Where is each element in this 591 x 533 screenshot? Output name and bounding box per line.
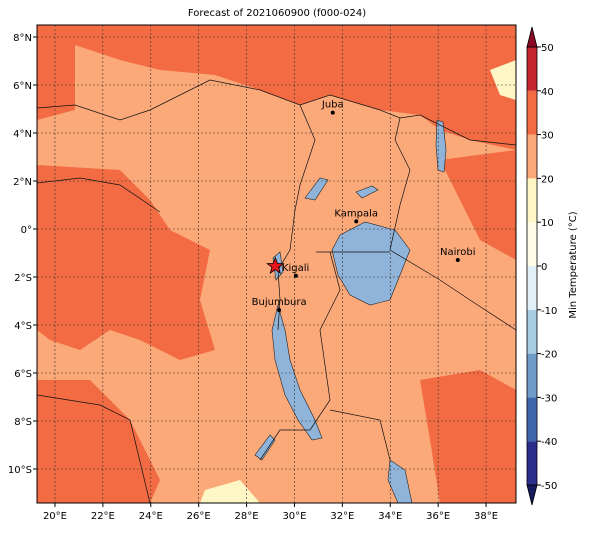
border bbox=[37, 104, 391, 503]
lon-tick-label: 38°E bbox=[474, 511, 498, 522]
city-label: Bujumbura bbox=[252, 297, 307, 308]
lon-tick-label: 26°E bbox=[187, 511, 211, 522]
colorbar-segment bbox=[527, 222, 537, 266]
lon-tick-label: 20°E bbox=[43, 511, 67, 522]
colorbar-tick-label: -50 bbox=[541, 481, 557, 492]
colorbar-tick-label: 30 bbox=[541, 131, 554, 142]
map-area bbox=[37, 25, 516, 503]
warm-region bbox=[37, 380, 160, 503]
colorbar-tick-label: 50 bbox=[541, 43, 554, 54]
map-frame bbox=[36, 24, 517, 504]
lon-tick-label: 24°E bbox=[139, 511, 163, 522]
colorbar-segment bbox=[527, 90, 537, 135]
lon-tick-label: 30°E bbox=[282, 511, 306, 522]
lake bbox=[271, 303, 323, 441]
colorbar-tick-label: 0 bbox=[541, 262, 547, 273]
colorbar-extend-over bbox=[526, 26, 538, 48]
city-label: Kampala bbox=[334, 208, 378, 219]
colorbar-segment bbox=[527, 134, 537, 179]
lat-tick-label: 0° bbox=[21, 225, 32, 236]
lake bbox=[355, 185, 379, 199]
city-label: Kigali bbox=[282, 263, 309, 274]
colorbar-tick-label: -20 bbox=[541, 350, 557, 361]
colorbar-tick-label: 10 bbox=[541, 218, 554, 229]
city-marker bbox=[293, 273, 298, 278]
colorbar-segment bbox=[527, 47, 537, 91]
lon-tick-label: 36°E bbox=[426, 511, 450, 522]
lat-tick-label: 8°N bbox=[13, 33, 32, 44]
lake bbox=[387, 459, 413, 503]
lat-tick-label: 6°N bbox=[13, 81, 32, 92]
colorbar-segment bbox=[527, 441, 537, 485]
colorbar-segment bbox=[527, 266, 537, 310]
city-marker bbox=[354, 219, 359, 224]
warm-region bbox=[37, 165, 215, 360]
border bbox=[37, 117, 516, 331]
warm-region bbox=[420, 370, 516, 503]
colorbar-tick-label: -40 bbox=[541, 437, 557, 448]
lon-tick-label: 32°E bbox=[330, 511, 354, 522]
city-label: Juba bbox=[321, 100, 344, 111]
colorbar-segment bbox=[527, 178, 537, 223]
colorbar-segment bbox=[527, 309, 537, 354]
warm-region bbox=[37, 25, 516, 150]
lat-tick-label: 8°S bbox=[14, 417, 32, 428]
map-title: Forecast of 2021060900 (f000-024) bbox=[188, 8, 366, 19]
warm-region bbox=[440, 150, 516, 260]
lon-tick-label: 34°E bbox=[378, 511, 402, 522]
lat-tick-label: 10°S bbox=[8, 465, 32, 476]
colorbar-label: Min Temperature (°C) bbox=[568, 211, 579, 318]
lat-tick-label: 4°S bbox=[14, 321, 32, 332]
colorbar-tick-label: 20 bbox=[541, 174, 554, 185]
lat-tick-label: 6°S bbox=[14, 369, 32, 380]
lat-tick-label: 4°N bbox=[13, 129, 32, 140]
city-marker bbox=[330, 110, 335, 115]
lat-tick-label: 2°S bbox=[14, 273, 32, 284]
colorbar-segment bbox=[527, 353, 537, 398]
colorbar-segment bbox=[527, 397, 537, 442]
target-star bbox=[266, 256, 285, 275]
lake bbox=[254, 434, 276, 461]
colorbar-extend-under bbox=[526, 484, 538, 506]
city-marker bbox=[277, 308, 282, 313]
lat-tick-label: 2°N bbox=[13, 177, 32, 188]
colorbar-tick-label: -30 bbox=[541, 393, 557, 404]
lon-tick-label: 22°E bbox=[91, 511, 115, 522]
city-label: Nairobi bbox=[440, 247, 476, 258]
colorbar-tick-label: -10 bbox=[541, 306, 557, 317]
lon-tick-label: 28°E bbox=[235, 511, 259, 522]
colorbar-tick-label: 40 bbox=[541, 87, 554, 98]
lake bbox=[304, 177, 329, 201]
city-marker bbox=[455, 257, 460, 262]
